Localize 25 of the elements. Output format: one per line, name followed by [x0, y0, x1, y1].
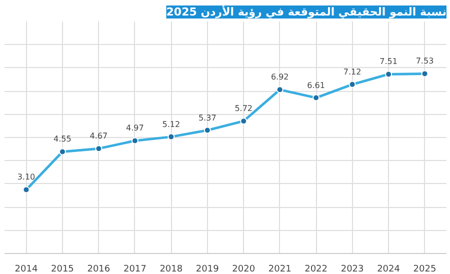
- data-label: 4.97: [126, 124, 144, 133]
- x-tick-label: 2020: [232, 264, 256, 274]
- x-tick-label: 2014: [14, 264, 38, 274]
- x-tick-label: 2023: [340, 264, 364, 274]
- data-label: 4.55: [54, 134, 72, 144]
- x-tick-label: 2021: [268, 264, 292, 274]
- x-tick-label: 2016: [87, 264, 110, 274]
- data-label: 7.51: [380, 57, 398, 66]
- x-tick-label: 2025: [413, 264, 436, 274]
- data-label: 7.53: [416, 56, 434, 66]
- data-label: 5.72: [234, 104, 253, 114]
- x-tick-label: 2024: [377, 264, 400, 274]
- data-label: 6.92: [270, 72, 289, 82]
- data-label: 5.37: [198, 113, 216, 122]
- data-label: 5.12: [162, 120, 180, 129]
- data-label: 7.12: [343, 67, 362, 76]
- x-tick-label: 2018: [160, 264, 183, 274]
- x-tick-label: 2019: [196, 264, 220, 274]
- x-tick-label: 2022: [304, 264, 328, 274]
- x-tick-label: 2017: [123, 264, 146, 274]
- x-tick-label: 2015: [51, 264, 74, 274]
- data-label: 3.10: [17, 172, 36, 182]
- data-label: 6.61: [307, 80, 325, 90]
- chart-title: نسبة النمو الحقيقي المتوقعة في رؤية الأردن 2025: [166, 4, 447, 18]
- data-label: 4.67: [90, 132, 108, 141]
